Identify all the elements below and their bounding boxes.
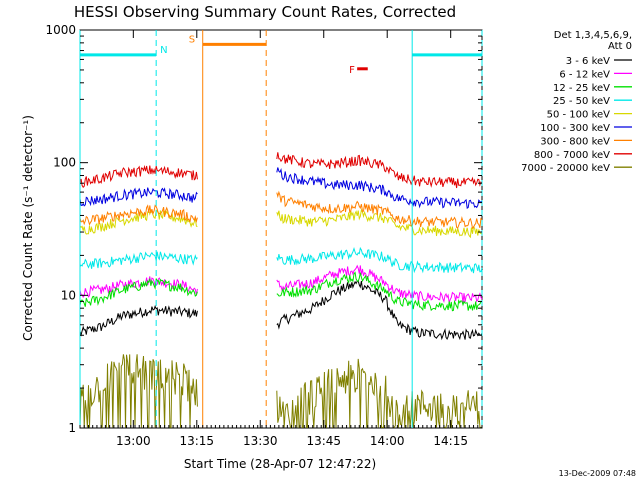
series-line (79, 190, 483, 230)
series-line (79, 354, 482, 428)
mode-flag-label: N (160, 45, 167, 56)
legend-entry-label: 3 - 6 keV (566, 56, 610, 67)
x-axis-label: Start Time (28-Apr-07 12:47:22) (184, 457, 376, 471)
mode-flag-label: F (349, 65, 355, 76)
series-line (79, 246, 483, 274)
date-stamp: 13-Dec-2009 07:48 (559, 469, 636, 478)
legend-entry-label: 300 - 800 keV (540, 136, 610, 147)
y-tick-label: 100 (53, 156, 76, 170)
legend-entry-label: 100 - 300 keV (540, 123, 610, 134)
x-axis: 13:00 13:15 13:30 13:45 14:00 14:15 (79, 30, 483, 448)
x-tick-label: 14:15 (433, 434, 468, 448)
series-line (79, 152, 483, 189)
y-tick-label: 10 (61, 288, 76, 302)
legend-header-line: Att 0 (608, 41, 632, 52)
y-axis: 1 10 100 1000 (45, 23, 482, 435)
legend-header-line: Det 1,3,4,5,6,9, (554, 30, 632, 41)
series-line (79, 280, 483, 341)
chart-title: HESSI Observing Summary Count Rates, Cor… (74, 3, 456, 21)
y-tick-label: 1 (68, 421, 76, 435)
legend-entry-label: 7000 - 20000 keV (521, 163, 610, 174)
series-line (79, 167, 483, 209)
plot-area: N S F (79, 29, 483, 429)
series-line (79, 264, 483, 304)
legend-entry-label: 50 - 100 keV (547, 110, 611, 121)
x-tick-label: 14:00 (370, 434, 405, 448)
series-line (79, 271, 483, 312)
legend-entry-label: 6 - 12 keV (559, 69, 610, 80)
legend-entry-label: 800 - 7000 keV (534, 150, 610, 161)
x-tick-label: 13:15 (179, 434, 214, 448)
x-tick-label: 13:30 (243, 434, 278, 448)
y-tick-label: 1000 (45, 23, 76, 37)
legend-entry-label: 25 - 50 keV (553, 96, 610, 107)
legend: Det 1,3,4,5,6,9,Att 0 3 - 6 keV 6 - 12 keV… (521, 30, 632, 174)
x-tick-label: 13:45 (306, 434, 341, 448)
y-axis-label: Corrected Count Rate (s⁻¹ detector⁻¹) (21, 115, 35, 341)
x-tick-label: 13:00 (116, 434, 151, 448)
legend-entry-label: 12 - 25 keV (553, 83, 610, 94)
plot-frame (79, 29, 483, 429)
mode-flag-label: S (189, 34, 195, 45)
